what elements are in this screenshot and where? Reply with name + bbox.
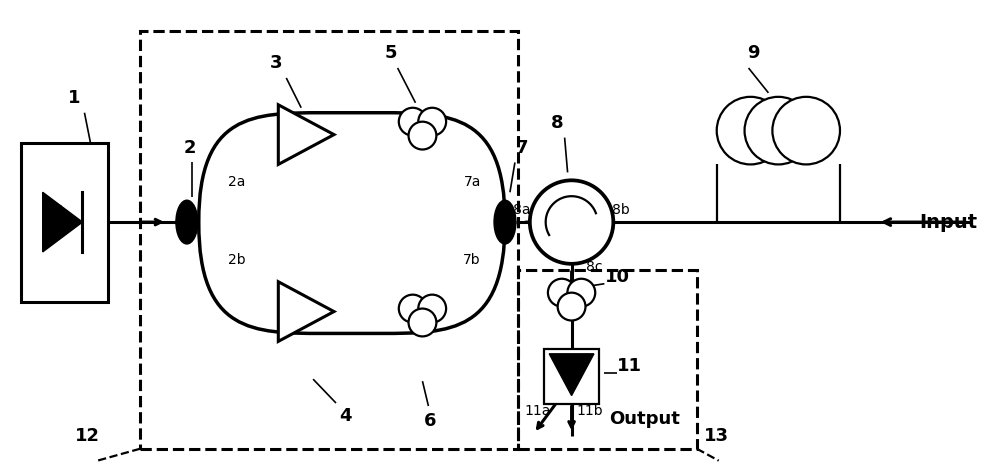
- Text: 2: 2: [184, 138, 196, 157]
- Polygon shape: [278, 105, 334, 164]
- Circle shape: [418, 108, 446, 135]
- Text: 12: 12: [75, 427, 100, 445]
- Text: 7a: 7a: [463, 175, 481, 189]
- Text: 1: 1: [68, 89, 81, 107]
- Text: Output: Output: [609, 410, 680, 428]
- Polygon shape: [278, 282, 334, 341]
- Text: 8: 8: [551, 114, 564, 132]
- Text: 7b: 7b: [463, 253, 481, 267]
- Text: 9: 9: [747, 44, 760, 62]
- Bar: [140, 31, 518, 449]
- Text: 13: 13: [704, 427, 729, 445]
- Circle shape: [409, 309, 436, 337]
- Text: 11b: 11b: [576, 404, 603, 418]
- Text: 4: 4: [340, 407, 352, 425]
- Polygon shape: [549, 354, 594, 396]
- Text: 10: 10: [605, 268, 630, 286]
- Bar: [21, 143, 108, 302]
- Circle shape: [409, 122, 436, 150]
- Ellipse shape: [494, 200, 516, 244]
- Circle shape: [548, 279, 576, 307]
- Circle shape: [745, 97, 812, 164]
- Text: 11a: 11a: [525, 404, 551, 418]
- Bar: [518, 270, 697, 449]
- Circle shape: [399, 108, 427, 135]
- Text: 3: 3: [270, 54, 283, 72]
- Text: 8a: 8a: [513, 203, 531, 217]
- Bar: [544, 349, 599, 404]
- Polygon shape: [43, 192, 82, 252]
- Circle shape: [717, 97, 784, 164]
- Text: 2b: 2b: [228, 253, 245, 267]
- Text: 8c: 8c: [586, 260, 603, 274]
- Text: 2a: 2a: [228, 175, 245, 189]
- Circle shape: [530, 180, 613, 264]
- Text: 11: 11: [617, 357, 642, 375]
- Circle shape: [567, 279, 595, 307]
- Circle shape: [418, 295, 446, 322]
- PathPatch shape: [199, 113, 505, 333]
- Text: 8b: 8b: [612, 203, 630, 217]
- Circle shape: [772, 97, 840, 164]
- Circle shape: [399, 295, 427, 322]
- Text: 5: 5: [384, 44, 397, 62]
- Ellipse shape: [176, 200, 198, 244]
- Circle shape: [558, 293, 585, 320]
- Text: Input: Input: [920, 212, 978, 232]
- Text: 6: 6: [424, 412, 437, 430]
- Text: 7: 7: [516, 138, 528, 157]
